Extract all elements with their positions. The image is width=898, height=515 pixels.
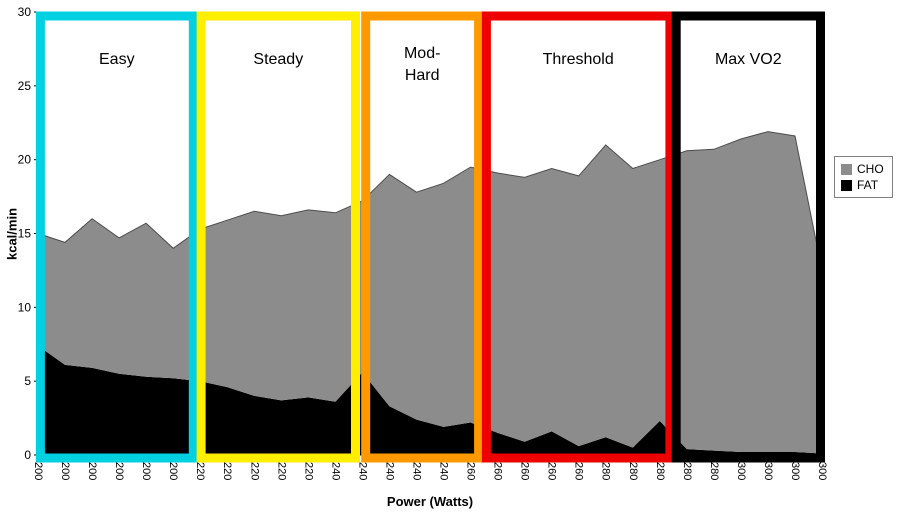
- y-tick-label: 5: [24, 374, 31, 388]
- total-outline: [37, 131, 823, 271]
- x-tick-label: 200: [59, 462, 71, 480]
- x-tick-label: 240: [383, 462, 395, 480]
- zone-label-easy: Easy: [99, 51, 135, 68]
- x-tick-label: 200: [32, 462, 44, 480]
- x-tick-label: 260: [492, 462, 504, 480]
- x-tick-label: 200: [86, 462, 98, 480]
- zone-label-steady: Steady: [253, 51, 303, 68]
- y-tick-label: 15: [18, 227, 32, 241]
- y-tick-label: 0: [24, 448, 31, 462]
- zone-label-max-vo2: Max VO2: [715, 51, 782, 68]
- x-tick-label: 200: [113, 462, 125, 480]
- y-tick-label: 10: [18, 300, 32, 314]
- x-tick-label: 220: [275, 462, 287, 480]
- zone-box-mod-hard: [361, 11, 484, 463]
- x-tick-label: 300: [816, 462, 828, 480]
- zone-box-easy: [35, 11, 198, 463]
- legend-label-fat: FAT: [857, 178, 879, 192]
- zone-box-threshold: [481, 11, 675, 463]
- x-tick-label: 260: [573, 462, 585, 480]
- x-tick-label: 280: [708, 462, 720, 480]
- legend-swatch-cho-icon: [841, 163, 852, 175]
- x-tick-label: 260: [519, 462, 531, 480]
- x-tick-label: 260: [465, 462, 477, 480]
- legend-item-cho: CHO: [841, 163, 884, 175]
- y-tick-label: 30: [18, 5, 32, 19]
- cho-area: [38, 131, 822, 454]
- legend-swatch-fat-icon: [841, 179, 852, 191]
- x-tick-label: 280: [654, 462, 666, 480]
- fat-area: [38, 345, 822, 455]
- x-tick-label: 240: [438, 462, 450, 480]
- x-tick-label: 200: [167, 462, 179, 480]
- x-tick-label: 240: [356, 462, 368, 480]
- zone-label-mod-hard: Mod-: [404, 45, 440, 62]
- x-tick-label: 280: [627, 462, 639, 480]
- legend-item-fat: FAT: [841, 179, 884, 191]
- x-tick-label: 220: [194, 462, 206, 480]
- y-axis-title: kcal/min: [4, 207, 20, 261]
- chart-legend: CHO FAT: [834, 156, 893, 198]
- x-tick-label: 300: [735, 462, 747, 480]
- x-tick-label: 240: [410, 462, 422, 480]
- x-axis-title: Power (Watts): [386, 494, 474, 509]
- x-tick-label: 240: [329, 462, 341, 480]
- x-tick-label: 220: [302, 462, 314, 480]
- zone-label-mod-hard: Hard: [405, 67, 440, 84]
- x-tick-label: 200: [140, 462, 152, 480]
- legend-label-cho: CHO: [857, 162, 884, 176]
- x-tick-label: 220: [221, 462, 233, 480]
- zone-label-threshold: Threshold: [543, 51, 614, 68]
- x-tick-label: 260: [546, 462, 558, 480]
- x-tick-label: 220: [248, 462, 260, 480]
- y-tick-label: 20: [18, 153, 32, 167]
- zone-box-max-vo2: [671, 11, 826, 463]
- zone-box-steady: [196, 11, 360, 463]
- x-tick-label: 280: [600, 462, 612, 480]
- x-tick-label: 300: [789, 462, 801, 480]
- x-tick-label: 300: [762, 462, 774, 480]
- x-tick-label: 280: [681, 462, 693, 480]
- y-tick-label: 25: [18, 79, 32, 93]
